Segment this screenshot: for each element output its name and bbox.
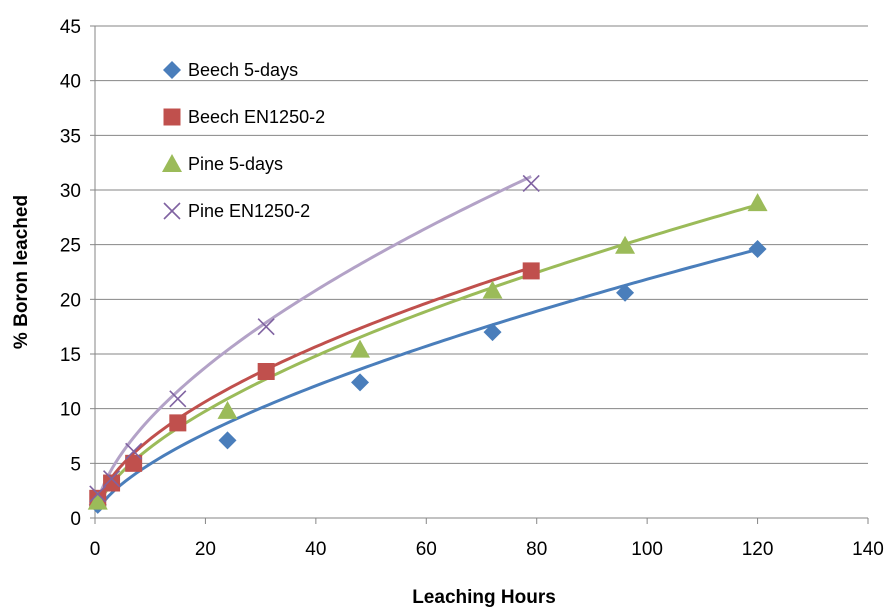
data-markers: [87, 174, 768, 514]
series-2-point-2: [103, 474, 121, 492]
series-4-point-5-stroke-b: [257, 318, 275, 336]
series-4-point-1: [89, 485, 107, 503]
series-2-point-5: [257, 362, 275, 380]
series-4-point-6-stroke-b: [522, 174, 540, 193]
y-tick-label-5: 5: [70, 454, 81, 475]
y-tick-label-20: 20: [60, 290, 81, 311]
series-1-point-4: [483, 323, 502, 342]
series-4-point-5: [257, 318, 275, 336]
y-axis-title: % Boron leached: [11, 195, 32, 349]
x-tick-label-20: 20: [195, 539, 216, 560]
series-1-point-5: [616, 283, 635, 302]
y-tick-label-25: 25: [60, 236, 81, 257]
y-tick-label-45: 45: [60, 17, 81, 38]
x-axis-title: Leaching Hours: [412, 587, 556, 607]
series-4-point-3: [125, 442, 143, 460]
x-tick-label-40: 40: [305, 539, 326, 560]
series-4-point-2: [102, 470, 121, 488]
axes: 0 5 10 15 20 25 30 35 40 45 0 20 40 60 80 100 120 140: [60, 17, 884, 560]
trendline-4: [96, 175, 532, 502]
legend-label-4: Pine EN1250-2: [188, 201, 310, 221]
legend-marker-4-stroke-b: [163, 202, 181, 220]
x-tick-label-140: 140: [852, 539, 884, 560]
series-3-point-6: [747, 193, 768, 212]
x-tick-label-80: 80: [526, 539, 547, 560]
y-tick-label-10: 10: [60, 400, 81, 421]
legend-marker-2: [163, 108, 181, 126]
series-4-point-3-stroke-b: [125, 442, 143, 460]
x-tick-label-0: 0: [90, 539, 101, 560]
series-3-point-4: [482, 280, 503, 299]
legend-marker-1: [163, 61, 181, 79]
series-1-point-2: [218, 431, 237, 450]
series-2-point-4: [169, 414, 187, 432]
series-4-point-1-stroke-b: [89, 485, 107, 503]
series-1-point-3: [351, 373, 370, 392]
series-1-point-6: [748, 240, 767, 259]
series-2-point-6: [522, 262, 540, 280]
series-3-point-2: [217, 400, 238, 419]
series-2-point-3: [125, 454, 143, 472]
x-tick-label-100: 100: [631, 539, 663, 560]
series-4-point-2-stroke-b: [102, 470, 121, 488]
legend-label-2: Beech EN1250-2: [188, 107, 325, 127]
y-tick-label-0: 0: [70, 509, 81, 530]
y-tick-label-30: 30: [60, 181, 81, 202]
trendline-3: [96, 203, 758, 507]
legend-marker-3: [162, 154, 182, 172]
legend-label-3: Pine 5-days: [188, 154, 283, 174]
series-3-point-5: [615, 235, 636, 254]
legend-label-1: Beech 5-days: [188, 60, 298, 80]
series-4-point-4-stroke-b: [169, 390, 187, 408]
y-tick-label-35: 35: [60, 126, 81, 147]
series-3-point-1: [87, 491, 108, 510]
series-4-point-6: [522, 174, 540, 193]
y-tick-label-15: 15: [60, 345, 81, 366]
x-tick-label-120: 120: [742, 539, 774, 560]
legend: Beech 5-days Beech EN1250-2 Pine 5-days Pin…: [162, 60, 325, 221]
legend-marker-4: [163, 202, 181, 220]
x-tick-label-60: 60: [416, 539, 437, 560]
trendline-1: [96, 247, 758, 512]
series-4-point-4: [169, 390, 187, 408]
y-tick-label-40: 40: [60, 72, 81, 93]
series-3-point-3: [350, 339, 371, 358]
trendlines: [96, 175, 758, 512]
